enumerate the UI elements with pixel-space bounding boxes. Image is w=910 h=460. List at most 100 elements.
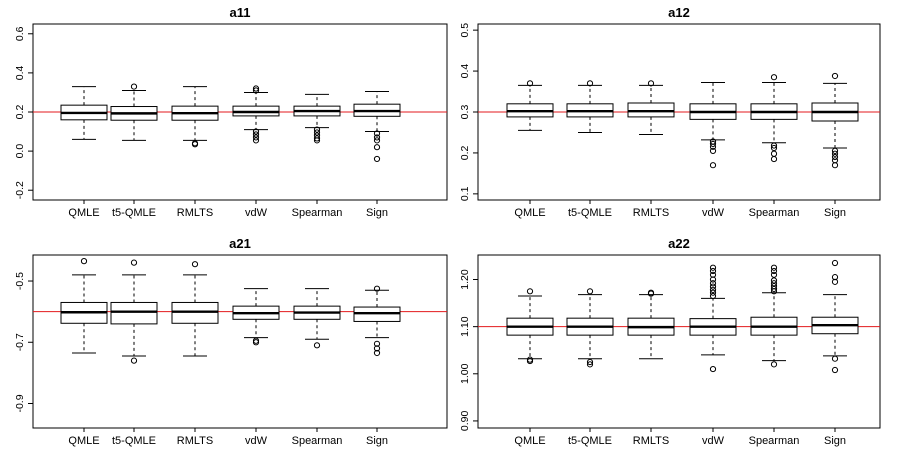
outlier-point [709,283,717,290]
outlier-point [373,130,381,137]
y-tick-label: -0.5 [14,272,26,290]
outlier-point [373,155,381,163]
outlier-point [770,150,778,157]
box-vdW: vdW [232,85,280,219]
outlier-point [709,271,717,278]
y-tick-label: 0.2 [14,105,26,120]
panel-title: a21 [229,236,251,251]
outlier-point [586,80,594,87]
x-tick-label: vdW [245,435,268,447]
panel-a21: a21 -0.9 -0.7 -0.5 QMLE t5-QMLE RMLTS vdW Spearm… [14,236,448,447]
outlier-point [130,259,138,266]
outlier-point [770,280,778,287]
outlier-point [647,289,655,296]
outlier-point [831,259,839,267]
x-tick-label: t5-QMLE [112,435,156,447]
x-tick-label: t5-QMLE [112,207,156,219]
outlier-point [191,261,199,268]
y-tick-label: 0.6 [14,26,26,41]
y-tick-label: 0.90 [459,411,471,432]
box-t5-QMLE: t5-QMLE [566,288,614,447]
outlier-point [770,142,778,149]
iqr-box [627,102,675,118]
outlier-point [373,137,381,144]
panel-title: a12 [668,5,690,20]
outlier-point [373,285,381,292]
outlier-point [709,147,717,154]
x-tick-label: Sign [824,207,846,219]
outlier-point [709,365,717,373]
outlier-point [709,140,717,148]
outlier-point [647,80,655,87]
outlier-point [252,128,260,135]
box-vdW: vdW [689,264,737,447]
outlier-point [831,153,839,161]
y-tick-label: 0.1 [459,186,471,201]
outlier-point [831,147,839,154]
y-tick-label: -0.7 [14,333,26,351]
x-tick-label: QMLE [514,435,545,447]
box-RMLTS: RMLTS [627,80,675,219]
y-tick-label: 1.20 [459,269,471,290]
box-RMLTS: RMLTS [627,289,675,447]
x-tick-label: vdW [702,435,725,447]
y-tick-label: 1.10 [459,316,471,337]
outlier-point [586,361,594,368]
outlier-point [80,258,88,265]
y-tick-label: 0.4 [14,65,26,80]
outlier-point [252,131,260,138]
x-tick-label: Sign [366,435,388,447]
box-Spearman: Spearman [749,264,799,447]
panel-a11: a11 -0.2 0.0 0.2 0.4 0.6 QMLE t5-QMLE RMLTS vdW Sp… [14,5,448,219]
plot-frame [32,254,448,429]
outlier-point [770,361,778,368]
outlier-point [770,271,778,278]
outlier-point [252,85,260,92]
outlier-point [831,355,839,362]
box-Sign: Sign [811,259,859,447]
outlier-point [770,267,778,275]
outlier-point [526,357,534,365]
box-t5-QMLE: t5-QMLE [110,83,158,219]
x-tick-label: vdW [245,207,268,219]
x-tick-label: Spearman [749,207,800,219]
box-QMLE: QMLE [506,288,554,447]
outlier-point [586,358,594,366]
outlier-point [373,349,381,357]
outlier-point [373,134,381,141]
outlier-point [709,162,717,169]
outlier-point [709,280,717,287]
box-t5-QMLE: t5-QMLE [566,80,614,219]
outlier-point [709,264,717,271]
outlier-point [831,274,839,281]
y-tick-label: 0.5 [459,23,471,38]
outlier-point [252,134,260,141]
y-tick-label: 0.0 [14,144,26,159]
plot-frame [477,254,881,429]
y-tick-label: 0.2 [459,145,471,160]
outlier-point [586,288,594,295]
box-RMLTS: RMLTS [171,86,219,219]
outlier-point [526,288,534,295]
outlier-point [130,357,138,364]
x-tick-label: Sign [366,207,388,219]
y-tick-label: -0.9 [14,394,26,412]
outlier-point [709,289,717,296]
y-tick-label: 0.4 [459,64,471,79]
outlier-point [191,141,199,148]
x-tick-label: t5-QMLE [568,207,612,219]
x-tick-label: RMLTS [177,207,213,219]
outlier-point [831,366,839,374]
box-Sign: Sign [353,285,401,447]
x-tick-label: t5-QMLE [568,435,612,447]
outlier-point [770,264,778,271]
outlier-point [313,135,321,142]
box-QMLE: QMLE [60,258,108,447]
outlier-point [770,144,778,152]
outlier-point [831,72,839,80]
x-tick-label: RMLTS [633,207,669,219]
box-Sign: Sign [353,90,401,219]
box-vdW: vdW [232,288,280,447]
outlier-point [252,87,260,94]
